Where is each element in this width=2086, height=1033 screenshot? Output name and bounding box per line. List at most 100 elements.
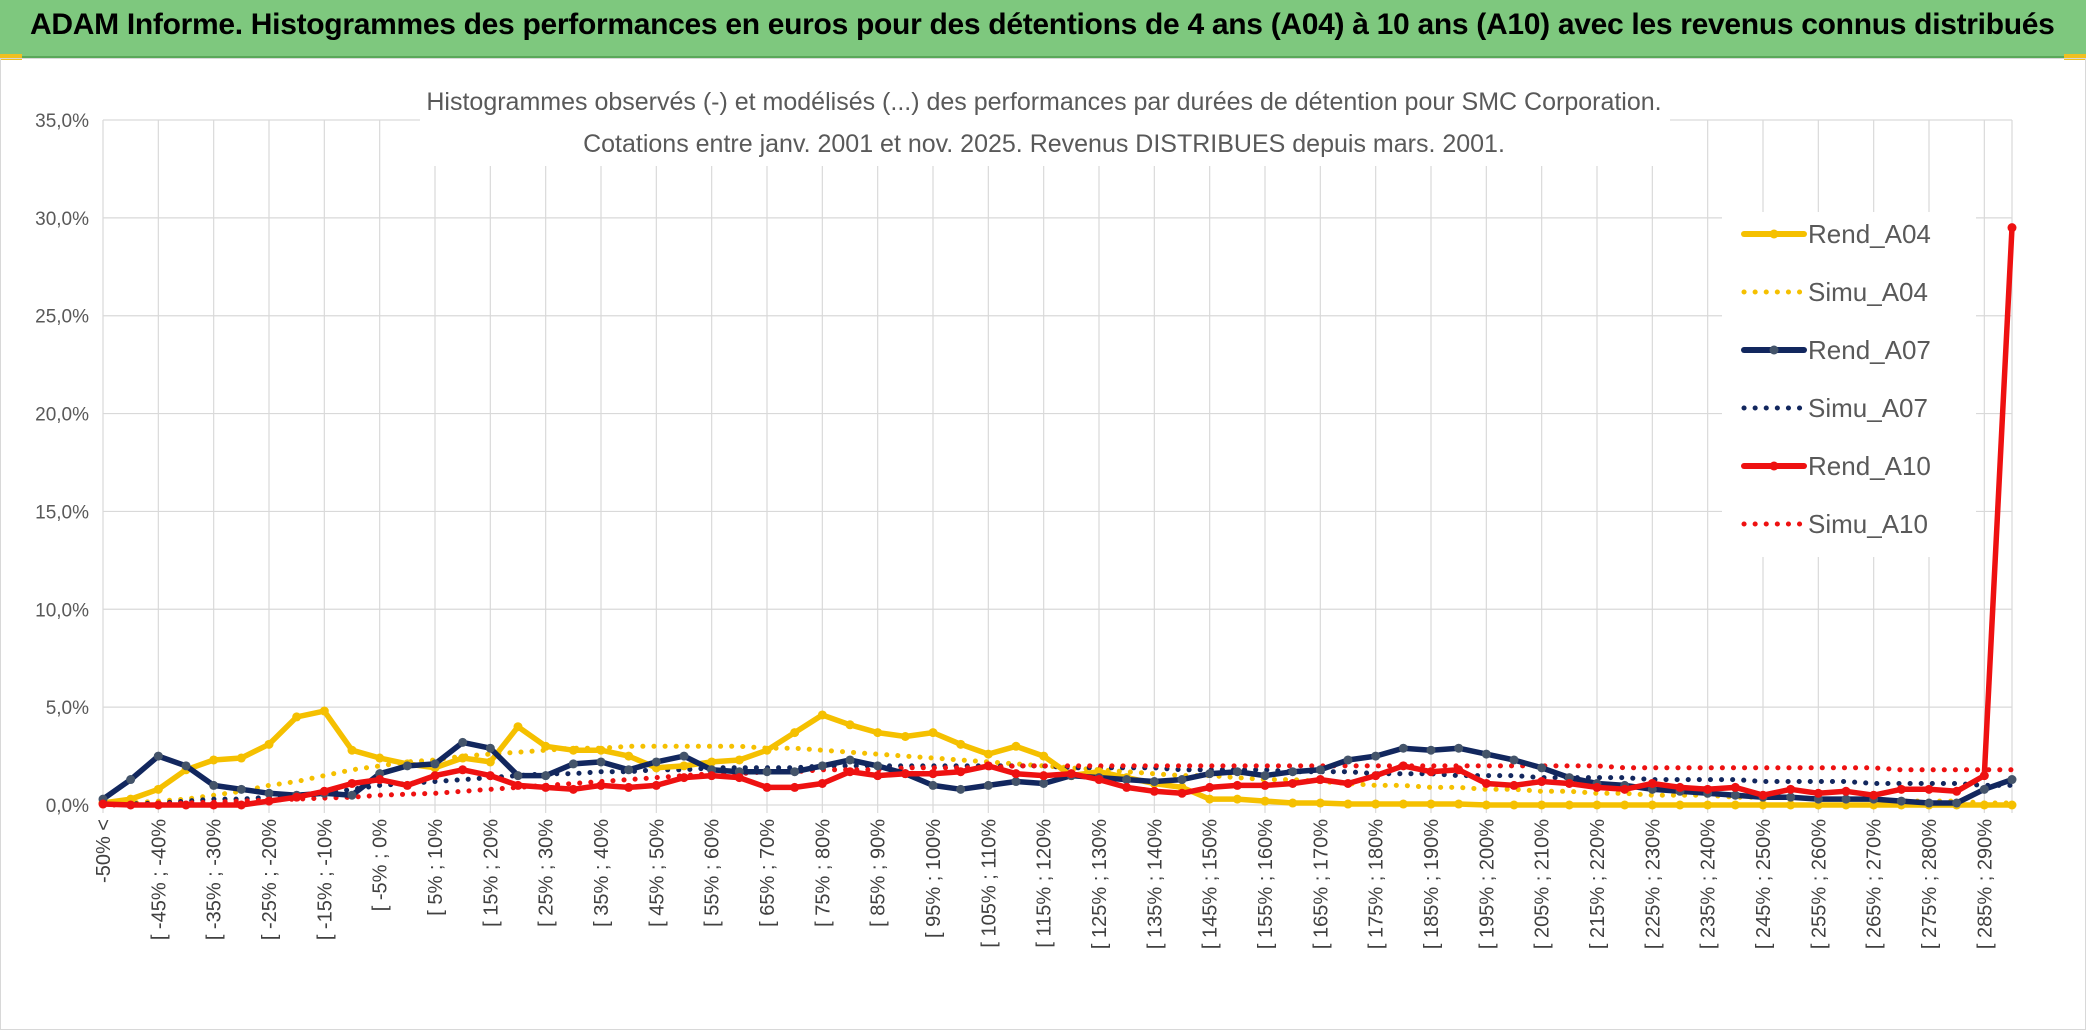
series-point bbox=[2007, 223, 2017, 233]
series-point bbox=[485, 757, 495, 767]
x-tick-label: [ 225% ; 230% bbox=[1642, 819, 1664, 949]
series-point bbox=[1177, 775, 1187, 785]
series-point bbox=[541, 771, 551, 781]
series-point bbox=[458, 737, 468, 747]
legend-marker bbox=[1769, 345, 1779, 355]
legend-marker bbox=[1769, 229, 1779, 239]
x-tick-label: [ 45% ; 50% bbox=[646, 819, 668, 927]
series-point bbox=[1758, 790, 1768, 800]
series-point bbox=[1481, 749, 1491, 759]
series-point bbox=[1952, 798, 1962, 808]
y-tick-label: 20,0% bbox=[35, 405, 89, 426]
series-line-rend-a10 bbox=[100, 224, 2015, 808]
series-point bbox=[264, 796, 274, 806]
series-point bbox=[817, 761, 827, 771]
series-point bbox=[817, 778, 827, 788]
series-point bbox=[375, 753, 385, 763]
series-point bbox=[1260, 796, 1270, 806]
legend-label: Simu_A04 bbox=[1808, 277, 1928, 307]
series-point bbox=[1703, 784, 1713, 794]
series-point bbox=[1454, 765, 1464, 775]
series-point bbox=[1979, 771, 1989, 781]
series-point bbox=[651, 757, 661, 767]
corner-accent-left bbox=[0, 54, 22, 60]
series-point bbox=[1426, 799, 1436, 809]
series-point bbox=[1841, 786, 1851, 796]
series-point bbox=[319, 786, 329, 796]
series-point bbox=[347, 790, 357, 800]
x-axis-tick-labels: -50% < [ -45% ; -40% [ -35% ; -30% [ -25% ;… bbox=[93, 819, 1996, 949]
series-point bbox=[236, 784, 246, 794]
y-tick-label: 15,0% bbox=[35, 502, 89, 523]
series-point bbox=[790, 767, 800, 777]
series-point bbox=[1703, 800, 1713, 810]
series-point bbox=[98, 799, 108, 809]
series-point bbox=[126, 775, 136, 785]
series-point bbox=[1315, 775, 1325, 785]
series-point bbox=[1205, 769, 1215, 779]
legend-label: Rend_A04 bbox=[1808, 219, 1931, 249]
series-point bbox=[402, 761, 412, 771]
series-point bbox=[292, 712, 302, 722]
series-point bbox=[1426, 745, 1436, 755]
series-line-rend-a07 bbox=[100, 739, 2015, 806]
series-point bbox=[1094, 775, 1104, 785]
series-point bbox=[1260, 780, 1270, 790]
series-point bbox=[1509, 800, 1519, 810]
series-point bbox=[1979, 784, 1989, 794]
series-point bbox=[845, 755, 855, 765]
series-point bbox=[624, 782, 634, 792]
series-point bbox=[651, 780, 661, 790]
x-tick-label: [ 205% ; 210% bbox=[1532, 819, 1554, 949]
series-point bbox=[2007, 775, 2017, 785]
y-tick-label: 30,0% bbox=[35, 209, 89, 230]
series-point bbox=[1786, 784, 1796, 794]
series-point bbox=[1564, 800, 1574, 810]
series-point bbox=[873, 761, 883, 771]
x-tick-label: [ 155% ; 160% bbox=[1255, 819, 1277, 949]
series-point bbox=[956, 739, 966, 749]
series-point bbox=[209, 755, 219, 765]
series-point bbox=[1509, 755, 1519, 765]
x-tick-label: [ 275% ; 280% bbox=[1919, 819, 1941, 949]
series-point bbox=[1786, 800, 1796, 810]
series-point bbox=[126, 800, 136, 810]
series-point bbox=[1205, 794, 1215, 804]
x-tick-label: -50% < bbox=[93, 819, 115, 883]
series-point bbox=[541, 741, 551, 751]
series-point bbox=[292, 792, 302, 802]
series-point bbox=[1011, 777, 1021, 787]
series-point bbox=[1620, 784, 1630, 794]
x-tick-label: [ 185% ; 190% bbox=[1421, 819, 1443, 949]
series-point bbox=[1620, 800, 1630, 810]
series-point bbox=[762, 767, 772, 777]
x-tick-label: [ 65% ; 70% bbox=[757, 819, 779, 927]
series-point bbox=[734, 773, 744, 783]
x-tick-label: [ 245% ; 250% bbox=[1753, 819, 1775, 949]
series-point bbox=[734, 755, 744, 765]
x-tick-label: [ 215% ; 220% bbox=[1587, 819, 1609, 949]
series-point bbox=[1149, 786, 1159, 796]
series-point bbox=[1011, 769, 1021, 779]
series-point bbox=[1371, 751, 1381, 761]
series-point bbox=[845, 720, 855, 730]
series-point bbox=[347, 778, 357, 788]
series-point bbox=[790, 728, 800, 738]
series-point bbox=[928, 728, 938, 738]
series-point bbox=[1813, 788, 1823, 798]
series-point bbox=[1039, 771, 1049, 781]
legend-label: Simu_A10 bbox=[1808, 509, 1928, 539]
series-point bbox=[1288, 767, 1298, 777]
series-point bbox=[1786, 792, 1796, 802]
series-point bbox=[1730, 790, 1740, 800]
series-point bbox=[181, 800, 191, 810]
series-point bbox=[458, 753, 468, 763]
series-point bbox=[181, 761, 191, 771]
y-tick-label: 35,0% bbox=[35, 111, 89, 132]
series-point bbox=[845, 767, 855, 777]
series-point bbox=[236, 753, 246, 763]
series-point bbox=[1260, 771, 1270, 781]
series-point bbox=[1924, 784, 1934, 794]
series-point bbox=[1924, 798, 1934, 808]
